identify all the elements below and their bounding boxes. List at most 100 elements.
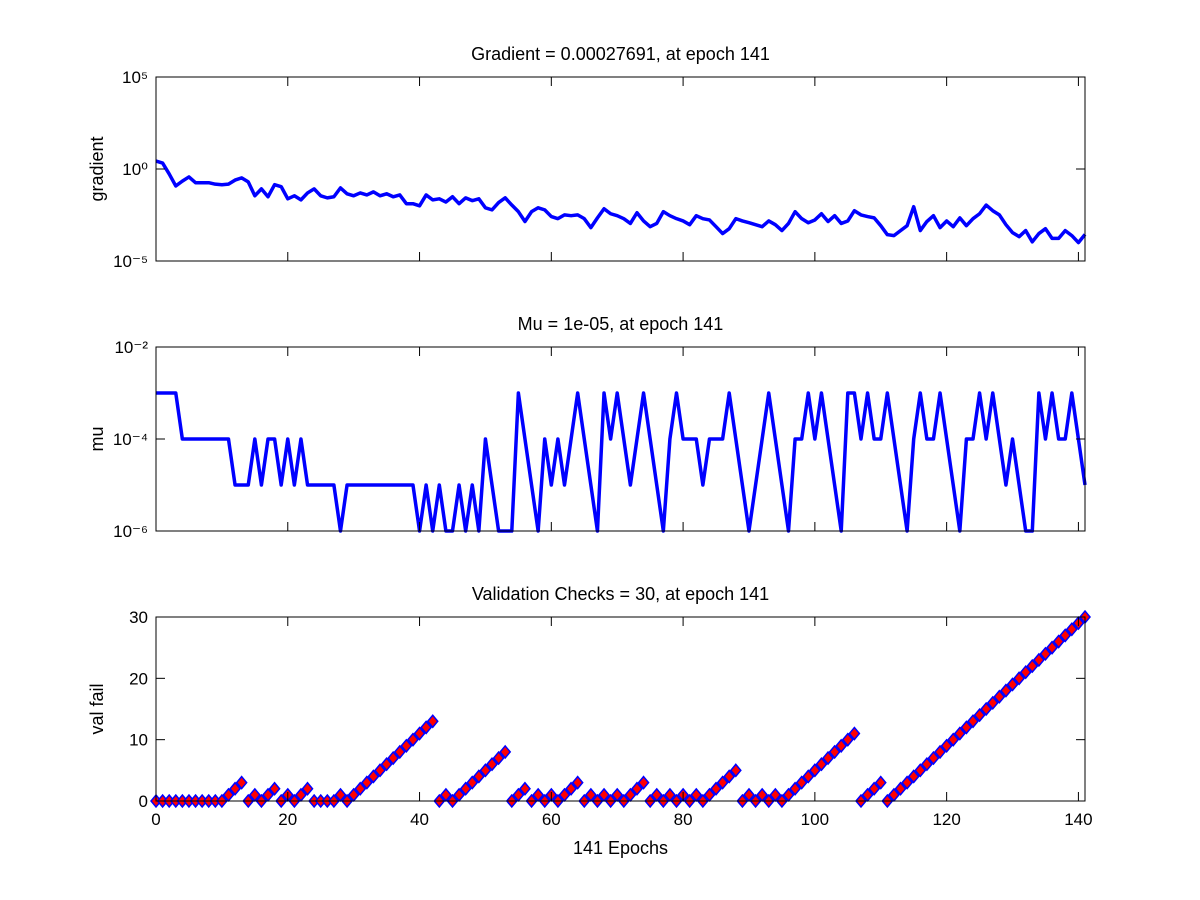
data-point [571, 775, 584, 790]
data-point [1039, 646, 1052, 661]
x-tick-label: 100 [801, 810, 829, 829]
data-point [459, 781, 472, 796]
x-tick-label: 20 [278, 810, 297, 829]
data-point [565, 781, 578, 796]
y-tick-label: 10⁰ [122, 160, 148, 179]
x-tick-label: 80 [674, 810, 693, 829]
data-point [927, 750, 940, 766]
data-point [868, 781, 881, 796]
data-point [367, 769, 380, 784]
data-point [967, 714, 979, 729]
y-tick-label: 10⁻² [114, 338, 148, 357]
data-point [986, 695, 999, 711]
data-point [380, 757, 393, 772]
y-tick-label: 10⁻⁶ [113, 522, 148, 541]
x-tick-label: 60 [542, 810, 561, 829]
data-point [1046, 640, 1059, 655]
data-point [1019, 665, 1032, 680]
y-tick-label: 10⁵ [122, 68, 148, 87]
data-point [1065, 622, 1078, 637]
subplot-title: Validation Checks = 30, at epoch 141 [472, 584, 769, 604]
data-point [940, 738, 953, 753]
data-point [920, 757, 933, 772]
y-axis-label: val fail [87, 683, 107, 734]
data-point [808, 763, 821, 778]
data-point [387, 750, 400, 766]
subplot: 10⁻⁵ 10⁰ 10⁵ Gradient = 0.00027691, at epoc… [87, 44, 1087, 271]
x-tick-label: 120 [932, 810, 960, 829]
data-point [1032, 652, 1045, 668]
data-point [953, 726, 966, 741]
y-tick-label: 10⁻⁴ [113, 430, 148, 449]
data-point [472, 769, 485, 784]
x-tick-label: 40 [410, 810, 429, 829]
data-line [156, 391, 1087, 533]
y-tick-label: 20 [129, 669, 148, 688]
data-point [802, 769, 815, 784]
y-tick-label: 10⁻⁵ [113, 252, 148, 271]
data-point [822, 750, 835, 766]
axes-box [155, 616, 1086, 802]
data-point [360, 775, 373, 790]
data-point [413, 726, 426, 741]
data-point [710, 781, 723, 796]
data-point [815, 757, 828, 772]
subplot-title: Gradient = 0.00027691, at epoch 141 [471, 44, 770, 64]
data-point [301, 781, 314, 796]
data-point [406, 732, 419, 747]
x-tick-label: 0 [151, 810, 160, 829]
y-tick-label: 30 [129, 608, 148, 627]
data-point [907, 769, 920, 784]
data-point [874, 775, 887, 790]
data-point [1059, 628, 1072, 643]
data-line [156, 159, 1087, 245]
data-point [268, 781, 281, 796]
data-point [999, 683, 1012, 698]
x-tick-label: 140 [1064, 810, 1092, 829]
data-point [1052, 634, 1065, 649]
data-point [841, 732, 854, 747]
data-point [229, 781, 242, 796]
x-axis-label: 141 Epochs [573, 838, 668, 858]
y-tick-label: 10 [129, 731, 148, 750]
data-point [235, 775, 248, 790]
data-point [630, 781, 643, 796]
data-point [914, 763, 927, 778]
data-point [901, 775, 914, 790]
data-point [729, 763, 742, 778]
data-point [960, 720, 973, 735]
data-point [1006, 677, 1019, 692]
data-point [716, 775, 729, 790]
data-point [499, 744, 512, 760]
data-point [393, 744, 406, 760]
data-point [466, 775, 479, 790]
data-point [492, 750, 505, 766]
data-point [723, 769, 736, 784]
data-point [835, 738, 848, 753]
data-point [479, 763, 492, 778]
subplot: 0 20 40 60 80 100 120 140 0 10 20 30 Validation Chec… [87, 584, 1093, 858]
plot-area [156, 77, 1085, 261]
data-point [400, 738, 413, 753]
subplot: 10⁻⁶ 10⁻⁴ 10⁻² Mu = 1e-05, at epoch 141 mu [87, 314, 1087, 541]
subplot-title: Mu = 1e-05, at epoch 141 [518, 314, 724, 334]
data-point [374, 763, 386, 778]
data-point [973, 707, 986, 723]
data-point [947, 732, 960, 747]
data-point [789, 781, 802, 796]
data-point [934, 744, 947, 760]
data-point [486, 757, 498, 772]
data-point [420, 720, 433, 735]
y-axis-label: gradient [87, 136, 107, 201]
data-point [795, 775, 808, 790]
data-point [848, 726, 861, 741]
data-point [828, 744, 841, 760]
data-point [980, 701, 993, 717]
y-axis-label: mu [87, 426, 107, 451]
data-point [1013, 671, 1026, 686]
data-point [637, 775, 650, 790]
data-point [993, 689, 1006, 704]
data-point [426, 714, 439, 729]
